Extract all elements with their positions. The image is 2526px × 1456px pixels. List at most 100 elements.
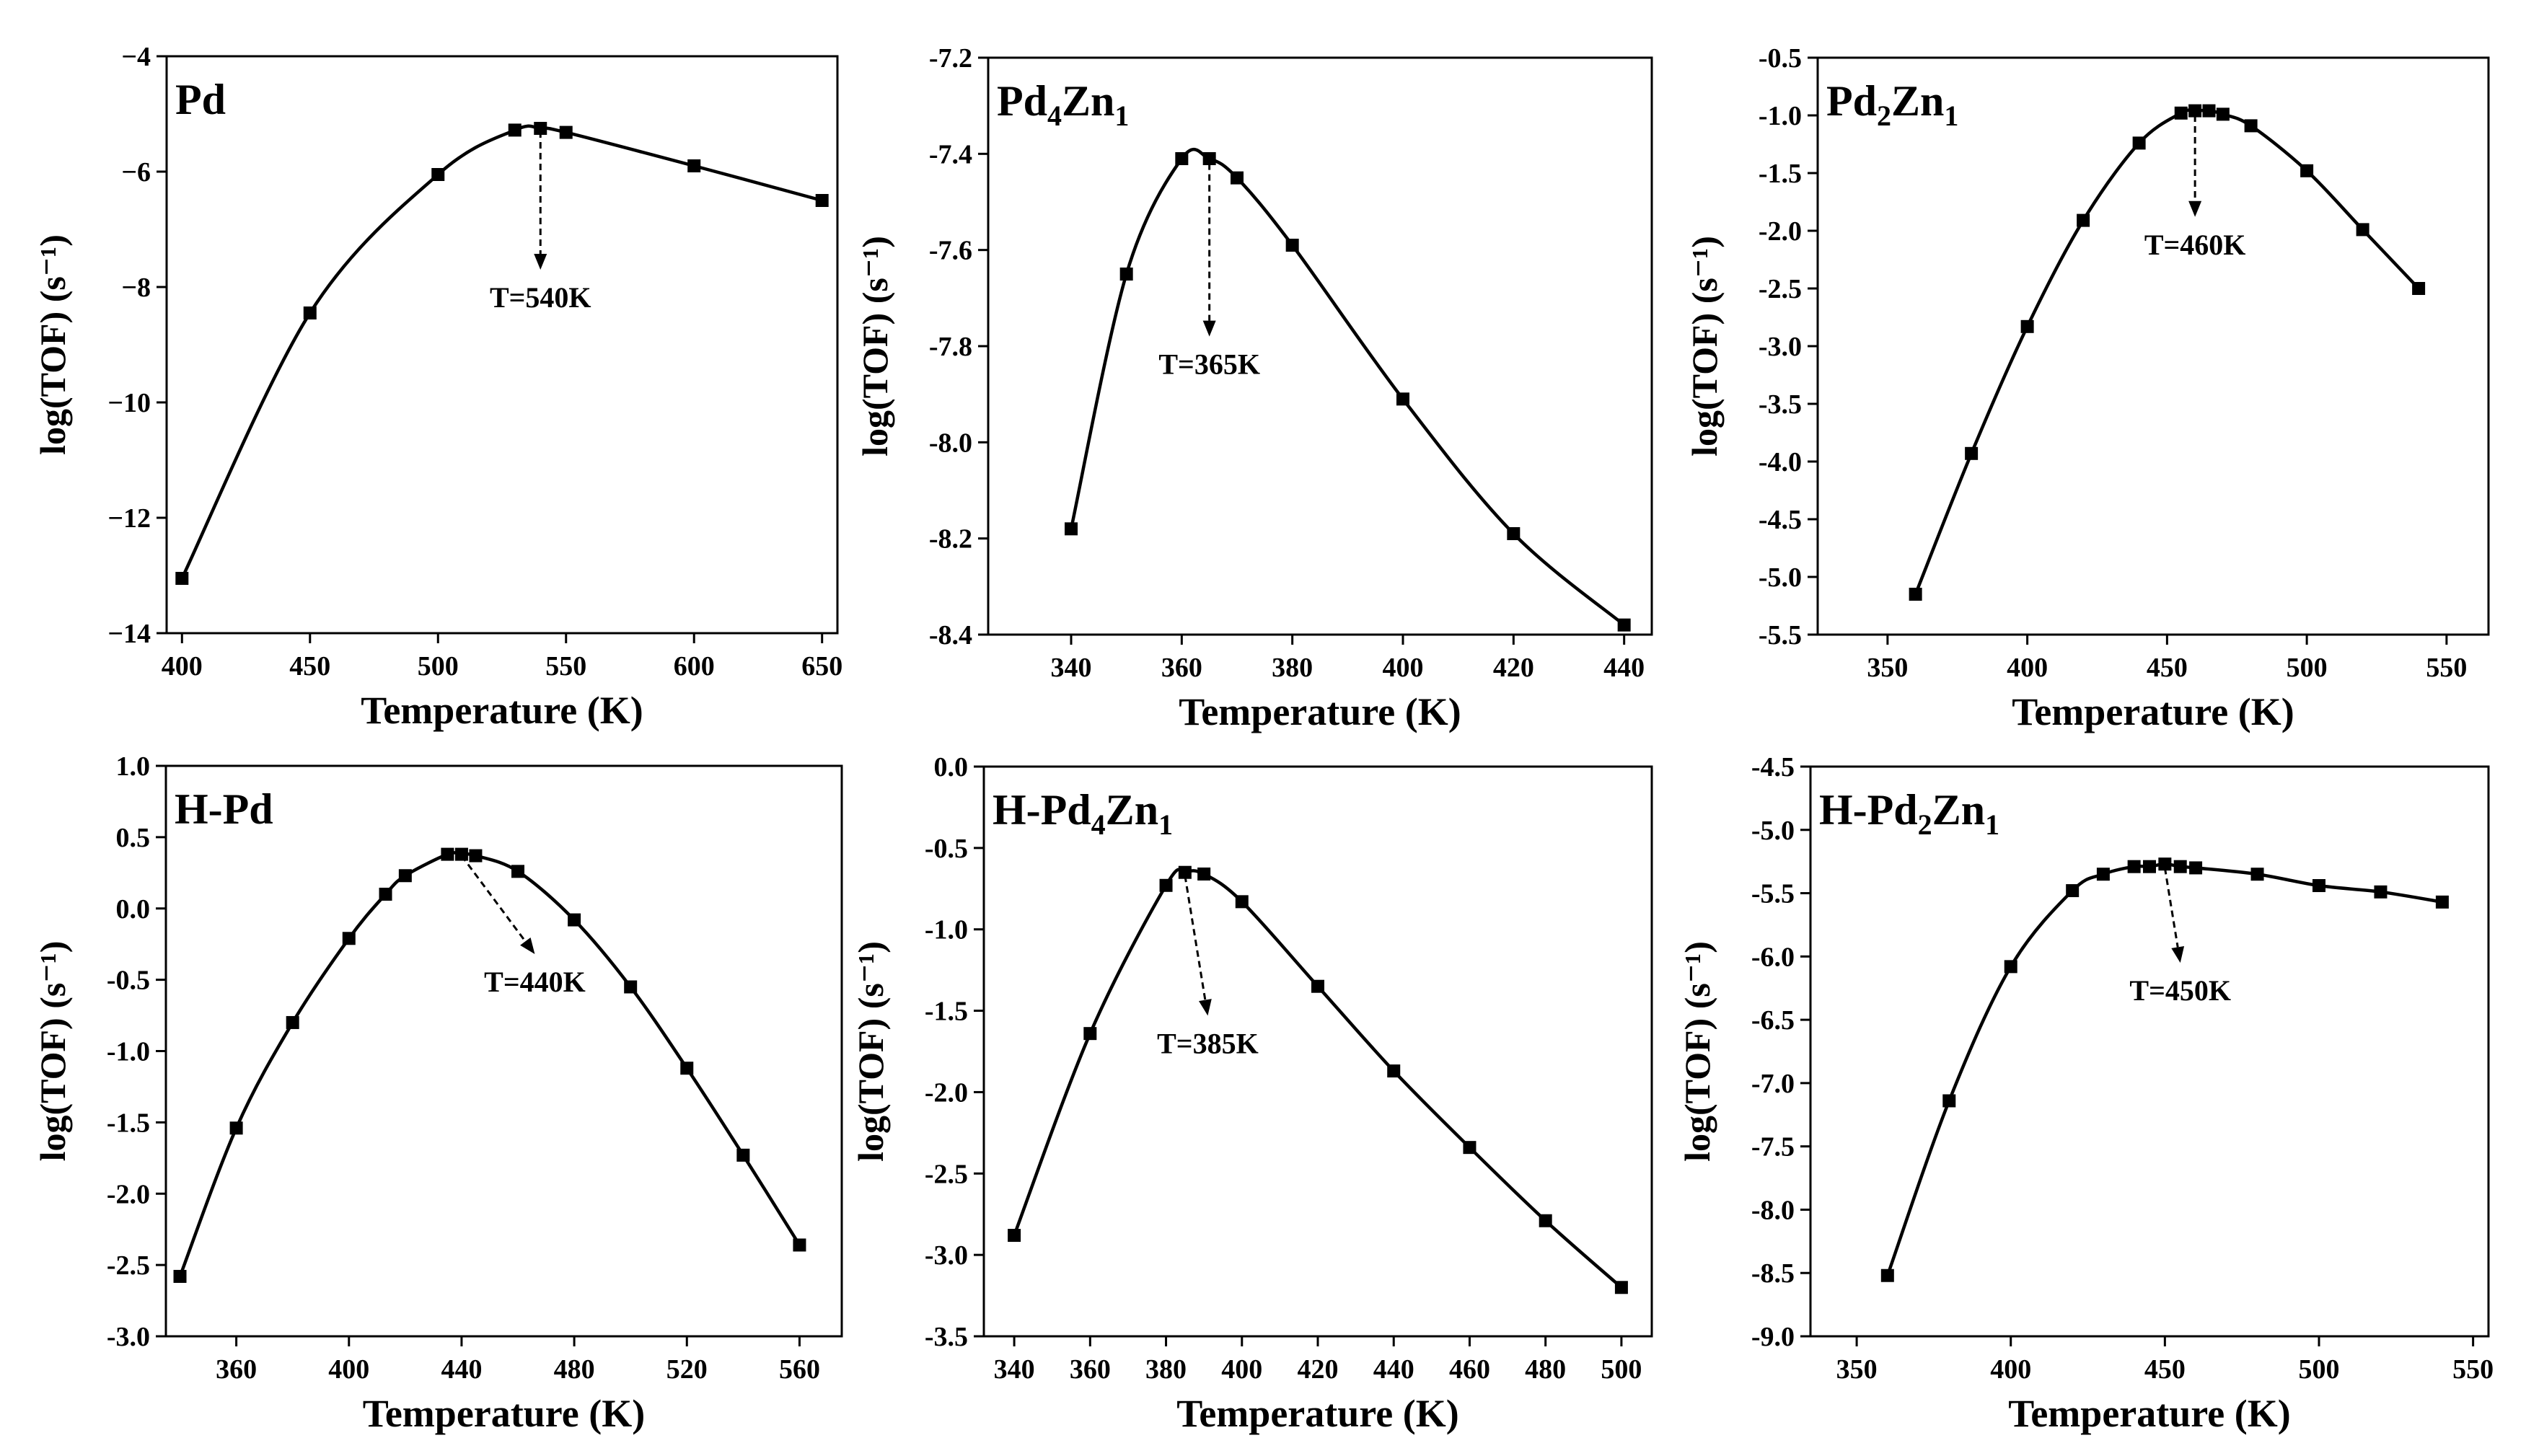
x-tick-label: 350: [1836, 1354, 1878, 1385]
y-tick-label: -1.0: [925, 915, 968, 945]
data-point-marker: [175, 572, 189, 585]
data-point-marker: [511, 865, 525, 878]
y-tick-label: -7.5: [1751, 1132, 1795, 1162]
y-tick-label: -5.5: [1759, 620, 1802, 650]
x-tick-label: 420: [1298, 1354, 1339, 1385]
data-point-marker: [379, 887, 392, 901]
panel-title: Pd4Zn1: [997, 77, 1129, 132]
data-point-marker: [1942, 1094, 1956, 1108]
y-tick-label: -8.5: [1751, 1258, 1795, 1289]
y-tick-label: -2.5: [1759, 274, 1802, 304]
data-point-marker: [2174, 106, 2188, 120]
data-point-marker: [2216, 107, 2230, 121]
panel-title: Pd2Zn1: [1826, 77, 1958, 132]
annotation-label: T=365K: [1158, 348, 1260, 381]
y-tick-label: -3.0: [1759, 332, 1802, 362]
data-point-marker: [173, 1269, 187, 1283]
data-point-marker: [1539, 1214, 1552, 1227]
y-tick-label: −12: [107, 503, 151, 534]
y-axis-label: log(TOF) (s⁻¹): [850, 941, 891, 1162]
chart-panel-pd2zn1: 350 400 450 500 550 -5.5 -5.0 -4.5 -4.0 -3.5 -3.0 -…: [1684, 43, 2490, 733]
data-point-marker: [624, 980, 638, 994]
panel-title: H-Pd4Zn1: [993, 786, 1173, 841]
y-tick-label: -8.2: [929, 524, 972, 555]
y-tick-label: -2.5: [107, 1250, 150, 1281]
data-point-marker: [1965, 446, 1979, 460]
y-tick-label: -2.0: [1759, 216, 1802, 247]
data-point-marker: [441, 847, 454, 861]
annotation-arrow-head: [2171, 945, 2185, 963]
data-point-marker: [687, 159, 701, 172]
x-tick-label: 360: [216, 1354, 257, 1385]
y-tick-label: -6.5: [1751, 1005, 1795, 1036]
data-point-marker: [1175, 152, 1189, 165]
y-tick-label: -1.5: [1759, 159, 1802, 189]
data-point-marker: [1880, 1269, 1894, 1282]
panel-title: Pd: [175, 76, 226, 123]
data-point-marker: [680, 1062, 694, 1075]
x-tick-label: 400: [162, 651, 203, 681]
y-tick-label: -8.0: [1751, 1195, 1795, 1225]
data-point-marker: [1311, 979, 1324, 993]
y-axis-label: log(TOF) (s⁻¹): [32, 941, 73, 1162]
y-tick-label: -1.5: [925, 997, 968, 1027]
data-point-marker: [2412, 282, 2426, 295]
x-tick-label: 500: [2299, 1354, 2340, 1385]
x-tick-label: 400: [328, 1354, 369, 1385]
annotation-label: T=440K: [484, 966, 586, 998]
x-tick-label: 480: [1525, 1354, 1566, 1385]
y-tick-label: −8: [121, 273, 151, 303]
x-tick-label: 440: [441, 1354, 482, 1385]
annotation-arrow-head: [2188, 200, 2202, 217]
data-point-marker: [2202, 104, 2216, 118]
chart-panel-pd4zn1: 340 360 380 400 420 440 -8.4 -8.2 -8.0 -7.8 -7.6 -7…: [855, 43, 1653, 733]
y-tick-label: -1.0: [1759, 101, 1802, 131]
data-point-marker: [2004, 960, 2017, 974]
data-point-marker: [568, 913, 581, 927]
data-point-marker: [815, 194, 829, 207]
data-point-marker: [508, 123, 522, 137]
y-tick-label: -7.0: [1751, 1069, 1795, 1099]
x-tick-label: 400: [2007, 653, 2048, 683]
x-axis-label: Temperature (K): [2008, 1392, 2290, 1435]
x-tick-label: 600: [674, 651, 715, 681]
y-tick-label: -5.5: [1751, 879, 1795, 909]
data-point-marker: [1119, 268, 1133, 281]
chart-panel-pd: 400 450 500 550 600 650 −14 −12 −10 −8 −6 −4 Tempera…: [32, 42, 842, 732]
y-tick-label: -3.0: [107, 1322, 150, 1352]
data-point-marker: [398, 869, 412, 883]
x-tick-label: 340: [1051, 653, 1092, 683]
x-tick-label: 350: [1867, 653, 1908, 683]
data-point-marker: [2066, 884, 2080, 898]
y-tick-label: -0.5: [925, 834, 968, 864]
y-tick-label: -7.8: [929, 332, 972, 362]
annotation-label: T=450K: [2129, 974, 2231, 1007]
data-point-marker: [1065, 522, 1078, 536]
y-tick-label: -2.0: [925, 1077, 968, 1108]
annotation-label: T=460K: [2144, 229, 2246, 261]
data-point-marker: [793, 1238, 806, 1252]
data-point-marker: [454, 847, 468, 861]
x-tick-label: 500: [418, 651, 459, 681]
data-point-marker: [1285, 239, 1299, 252]
data-point-marker: [2173, 860, 2187, 873]
x-tick-label: 450: [289, 651, 330, 681]
data-point-marker: [2132, 136, 2146, 150]
y-axis-label: log(TOF) (s⁻¹): [1677, 941, 1717, 1162]
y-tick-label: -4.5: [1751, 752, 1795, 782]
y-tick-label: -8.0: [929, 428, 972, 458]
chart-panel-h-pd4zn1: 340 360 380 400 420 440 460 480 500 -3.5 -3.0 -2.5 -…: [850, 752, 1653, 1435]
y-tick-label: -7.4: [929, 139, 972, 169]
x-tick-label: 480: [554, 1354, 595, 1385]
data-point-marker: [1008, 1229, 1021, 1243]
y-tick-label: 0.0: [934, 752, 969, 782]
x-tick-label: 400: [1990, 1354, 2031, 1385]
y-tick-label: -6.0: [1751, 942, 1795, 972]
chart-panel-h-pd: 360 400 440 480 520 560 -3.0 -2.5 -2.0 -1.5 -1.0 -0…: [32, 751, 843, 1435]
y-tick-label: -3.5: [1759, 389, 1802, 420]
y-axis-label: log(TOF) (s⁻¹): [855, 236, 895, 456]
x-tick-label: 650: [801, 651, 842, 681]
data-point-marker: [559, 125, 573, 139]
data-point-marker: [1083, 1027, 1097, 1041]
